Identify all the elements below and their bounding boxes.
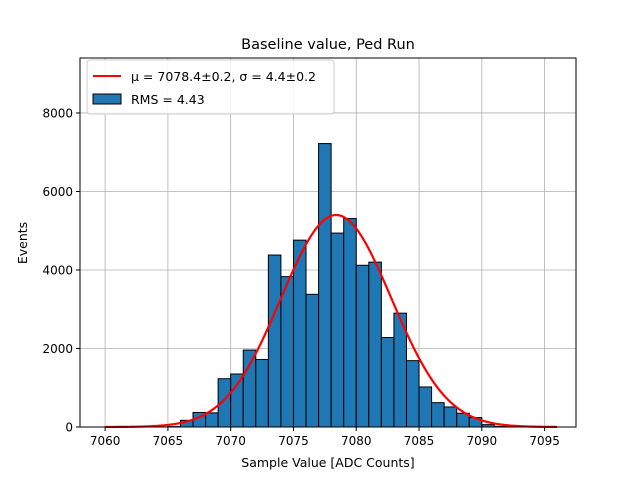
legend-histogram-swatch [92,93,122,105]
histogram-bar-12 [318,143,332,428]
histogram-bar-17 [380,336,395,428]
legend-box [86,59,335,115]
histogram-bar-21 [431,402,445,428]
histogram-bar-8 [267,254,282,428]
histogram-bars [167,143,508,428]
y-tick-label-1: 2000 [42,342,73,356]
axis-ticks: 7060 7065 7070 7075 7080 7085 7090 7095 0 2000 400… [42,106,559,448]
histogram-bar-9 [280,276,294,428]
legend: μ = 7078.4±0.2, σ = 4.4±0.2 RMS = 4.43 [86,59,335,115]
histogram-bar-13 [330,232,345,428]
x-tick-label-2: 7070 [215,434,246,448]
histogram-bar-14 [343,218,357,428]
plot-frame [79,57,577,428]
histogram-bar-6 [242,349,257,428]
legend-fit-label: μ = 7078.4±0.2, σ = 4.4±0.2 [131,69,316,84]
x-tick-label-0: 7060 [90,434,121,448]
x-tick-label-6: 7090 [467,434,498,448]
y-tick-label-2: 4000 [42,263,73,277]
histogram-bar-7 [255,358,269,428]
gaussian-fit [105,213,558,429]
x-tick-label-4: 7080 [341,434,372,448]
histogram-bar-5 [230,373,244,428]
histogram-bar-22 [443,406,458,428]
fit-curve [105,213,558,429]
histogram-bar-19 [405,360,420,428]
y-tick-label-0: 0 [65,421,73,435]
x-tick-label-3: 7075 [278,434,309,448]
x-tick-label-7: 7095 [529,434,560,448]
chart-title: Baseline value, Ped Run [241,37,415,53]
histogram-bar-20 [418,386,433,428]
y-tick-label-3: 6000 [42,185,73,199]
y-tick-label-4: 8000 [42,106,73,120]
x-tick-label-5: 7085 [404,434,435,448]
y-axis-label: Events [15,222,30,264]
histogram-bar-3 [205,412,219,428]
x-axis-label: Sample Value [ADC Counts] [241,455,414,470]
histogram-bar-11 [305,293,320,428]
histogram-bar-15 [355,264,370,428]
x-tick-label-1: 7065 [153,434,184,448]
legend-histogram-label: RMS = 4.43 [131,92,205,107]
histogram-bar-16 [368,261,382,428]
